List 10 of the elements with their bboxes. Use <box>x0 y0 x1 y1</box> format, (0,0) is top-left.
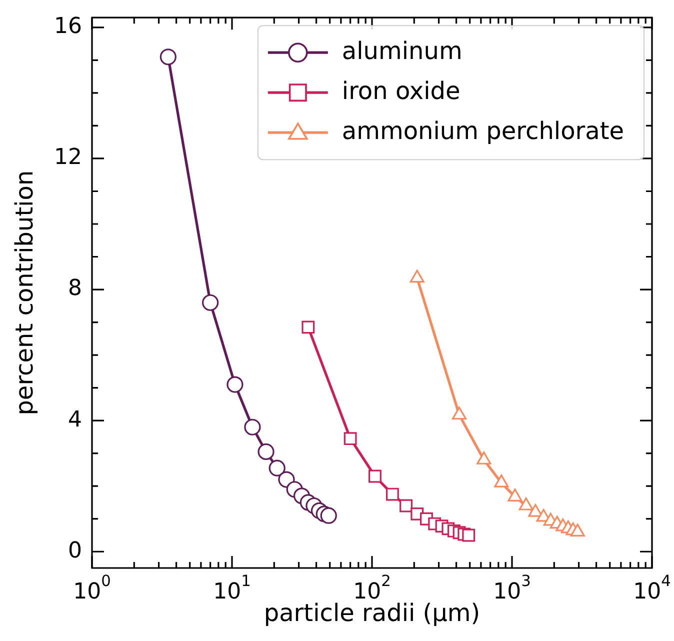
y-axis-title: percent contribution <box>10 170 39 416</box>
y-tick-label: 16 <box>54 14 82 40</box>
x-axis-title: particle radii (μm) <box>264 598 480 627</box>
legend-label: iron oxide <box>342 76 460 105</box>
y-tick-label: 4 <box>68 407 82 432</box>
legend-label: ammonium perchlorate <box>342 116 624 145</box>
y-tick-label: 12 <box>54 145 82 170</box>
y-tick-label: 8 <box>68 276 82 302</box>
y-tick-label: 0 <box>68 538 82 564</box>
legend-label: aluminum <box>342 36 462 65</box>
